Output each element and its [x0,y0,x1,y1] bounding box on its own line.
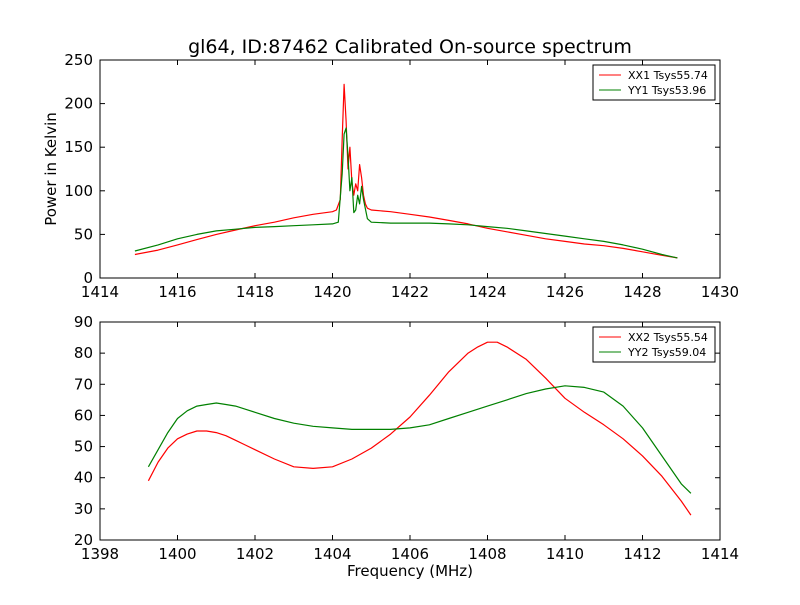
top-y-tick-label: 200 [64,95,93,113]
bottom-x-tick-label: 1410 [546,545,584,563]
bottom-chart-ticks: 1398 1400 1402 1404 1406 1408 1410 1412 1414 20 30… [74,313,739,563]
bottom-series-line-yy [147,385,692,494]
legend-label-xx2: XX2 Tsys55.54 [628,331,708,344]
bottom-x-tick-label: 1406 [391,545,429,563]
bottom-y-tick-label: 30 [74,500,93,518]
top-chart-title: gl64, ID:87462 Calibrated On-source spec… [188,36,632,58]
bottom-y-tick-label: 20 [74,531,93,549]
bottom-y-tick-label: 50 [74,438,93,456]
top-y-tick-label: 50 [74,225,93,243]
bottom-chart-legend: XX2 Tsys55.54 YY2 Tsys59.04 [592,326,716,363]
top-chart-legend: XX1 Tsys55.74 YY1 Tsys53.96 [592,64,716,101]
top-x-tick-label: 1424 [468,283,506,301]
top-x-tick-label: 1430 [701,283,739,301]
bottom-y-tick-label: 60 [74,406,93,424]
bottom-x-tick-label: 1412 [623,545,661,563]
top-x-tick-label: 1422 [391,283,429,301]
bottom-y-tick-label: 80 [74,344,93,362]
bottom-x-tick-label: 1398 [81,545,119,563]
top-chart-legend-box [592,64,716,101]
top-x-tick-label: 1418 [236,283,274,301]
top-series-line-xx [134,83,678,259]
top-x-tick-label: 1414 [81,283,119,301]
bottom-x-tick-label: 1414 [701,545,739,563]
bottom-x-tick-label: 1404 [313,545,351,563]
top-chart-ticks: 1414 1416 1418 1420 1422 1424 1426 1428 1430 0 50 1… [64,51,739,301]
top-chart: gl64, ID:87462 Calibrated On-source spec… [42,36,739,301]
top-x-tick-label: 1420 [313,283,351,301]
top-series-line-yy [134,127,678,259]
top-x-tick-label: 1428 [623,283,661,301]
top-x-tick-label: 1416 [158,283,196,301]
bottom-chart-plot-frame [99,321,721,541]
bottom-x-tick-label: 1408 [468,545,506,563]
bottom-x-tick-label: 1400 [158,545,196,563]
top-chart-y-axis-label: Power in Kelvin [42,112,60,226]
legend-label-yy2: YY2 Tsys59.04 [627,346,706,359]
top-chart-plot-frame [99,59,721,279]
top-y-tick-label: 250 [64,51,93,69]
bottom-chart-legend-box [592,326,716,363]
bottom-y-tick-label: 70 [74,375,93,393]
bottom-chart-x-axis-label: Frequency (MHz) [347,562,473,580]
top-x-tick-label: 1426 [546,283,584,301]
top-y-tick-label: 100 [64,182,93,200]
top-y-tick-label: 150 [64,138,93,156]
top-y-tick-label: 0 [83,269,93,287]
bottom-y-tick-label: 90 [74,313,93,331]
bottom-chart-series [147,341,692,516]
legend-label-xx1: XX1 Tsys55.74 [628,69,708,82]
top-chart-series [134,83,678,259]
bottom-series-line-xx [147,341,692,516]
legend-label-yy1: YY1 Tsys53.96 [627,84,706,97]
bottom-y-tick-label: 40 [74,469,93,487]
bottom-x-tick-label: 1402 [236,545,274,563]
bottom-chart: Frequency (MHz) 1398 1400 1402 1404 1406 1408… [74,313,739,580]
